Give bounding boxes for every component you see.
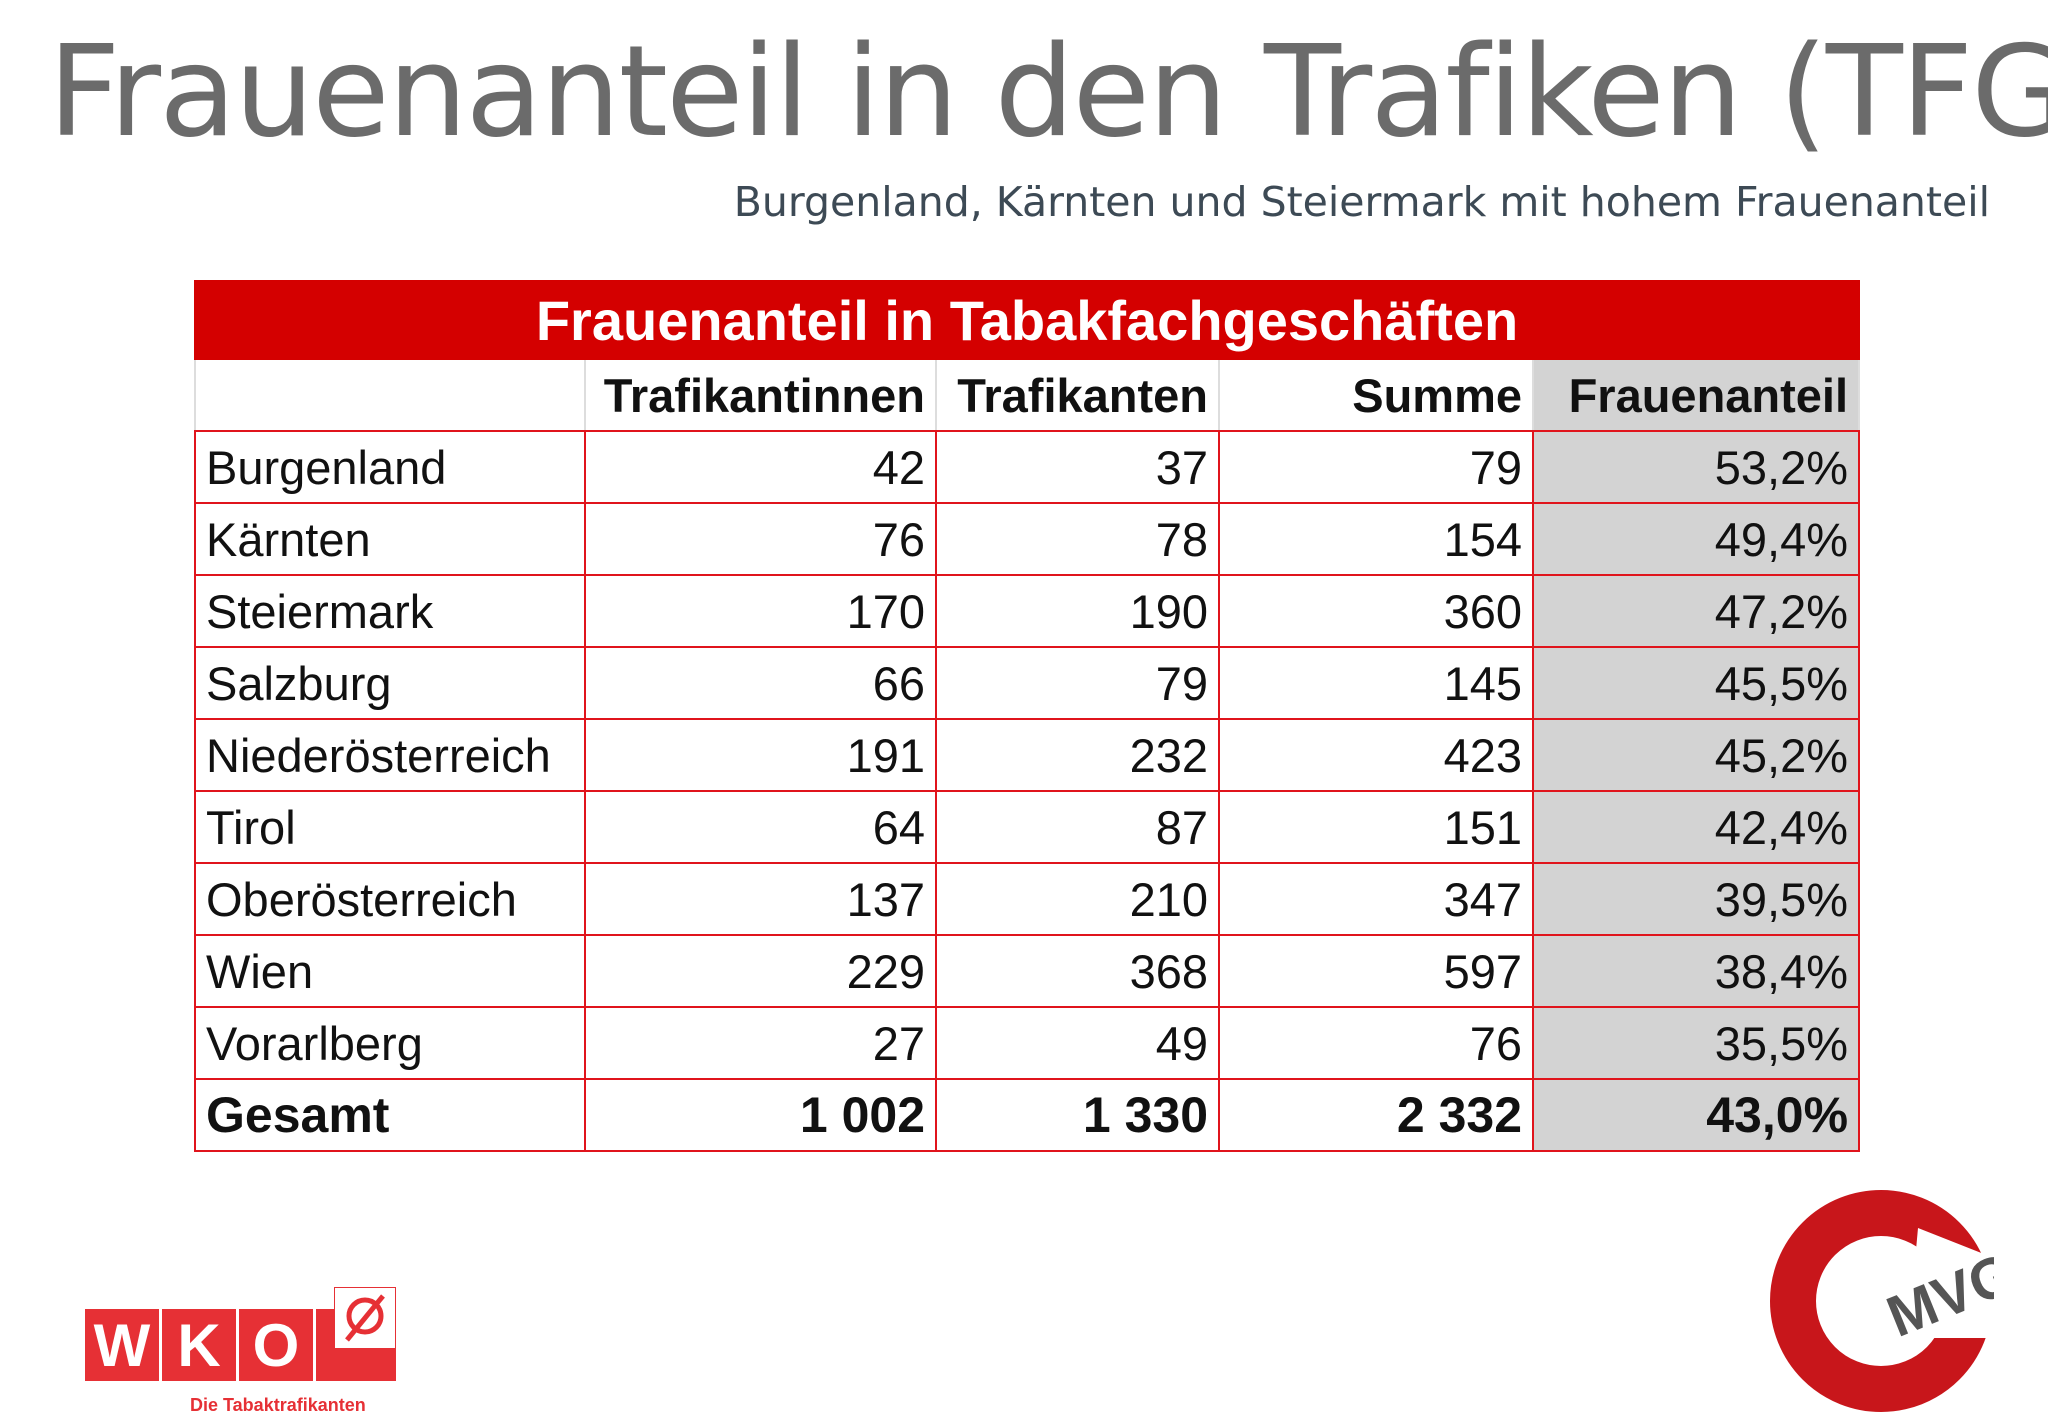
value-cell: 45,2%: [1531, 718, 1861, 792]
value-cell: 229: [584, 934, 937, 1008]
value-cell: 39,5%: [1531, 862, 1861, 936]
value-cell: 35,5%: [1531, 1006, 1861, 1080]
table-row: Salzburg 66 79 145 45,5%: [194, 646, 1861, 720]
value-cell: 145: [1218, 646, 1534, 720]
column-header: Trafikanten: [935, 358, 1220, 432]
value-cell: 170: [584, 574, 937, 648]
wko-letter: W: [85, 1309, 159, 1381]
region-cell: Steiermark: [194, 574, 586, 648]
table-row: Wien 229 368 597 38,4%: [194, 934, 1861, 1008]
value-cell: 78: [935, 502, 1220, 576]
value-cell: 597: [1218, 934, 1534, 1008]
value-cell: 38,4%: [1531, 934, 1861, 1008]
value-cell: 360: [1218, 574, 1534, 648]
value-cell: 53,2%: [1531, 430, 1861, 504]
header-row: Trafikantinnen Trafikanten Summe Frauenante…: [194, 358, 1861, 432]
region-cell: Tirol: [194, 790, 586, 864]
total-row: Gesamt 1 002 1 330 2 332 43,0%: [194, 1078, 1861, 1152]
column-header: Frauenanteil: [1531, 358, 1861, 432]
column-header: [194, 358, 586, 432]
region-cell: Burgenland: [194, 430, 586, 504]
value-cell: 79: [1218, 430, 1534, 504]
value-cell: 137: [584, 862, 937, 936]
value-cell: 154: [1218, 502, 1534, 576]
value-cell: 76: [1218, 1006, 1534, 1080]
region-cell: Kärnten: [194, 502, 586, 576]
value-cell: 42,4%: [1531, 790, 1861, 864]
value-cell: 64: [584, 790, 937, 864]
value-cell: 47,2%: [1531, 574, 1861, 648]
value-cell: 1 002: [584, 1078, 937, 1152]
table-row: Oberösterreich 137 210 347 39,5%: [194, 862, 1861, 936]
region-cell: Oberösterreich: [194, 862, 586, 936]
value-cell: 49,4%: [1531, 502, 1861, 576]
value-cell: 210: [935, 862, 1220, 936]
value-cell: 232: [935, 718, 1220, 792]
table-row: Burgenland 42 37 79 53,2%: [194, 430, 1861, 504]
region-cell: Niederösterreich: [194, 718, 586, 792]
table-row: Kärnten 76 78 154 49,4%: [194, 502, 1861, 576]
table-row: Steiermark 170 190 360 47,2%: [194, 574, 1861, 648]
table-row: Tirol 64 87 151 42,4%: [194, 790, 1861, 864]
value-cell: 190: [935, 574, 1220, 648]
value-cell: 347: [1218, 862, 1534, 936]
value-cell: 423: [1218, 718, 1534, 792]
region-cell: Vorarlberg: [194, 1006, 586, 1080]
wko-letter: O: [239, 1309, 313, 1381]
table-row: Niederösterreich 191 232 423 45,2%: [194, 718, 1861, 792]
value-cell: 43,0%: [1531, 1078, 1861, 1152]
value-cell: 87: [935, 790, 1220, 864]
table-caption: Frauenanteil in Tabakfachgeschäften: [193, 280, 1861, 360]
wko-letter: K: [162, 1309, 236, 1381]
region-cell: Wien: [194, 934, 586, 1008]
column-header: Trafikantinnen: [584, 358, 937, 432]
value-cell: 49: [935, 1006, 1220, 1080]
region-cell: Salzburg: [194, 646, 586, 720]
value-cell: 191: [584, 718, 937, 792]
wko-emblem-icon: [316, 1287, 396, 1381]
value-cell: 79: [935, 646, 1220, 720]
value-cell: 2 332: [1218, 1078, 1534, 1152]
value-cell: 66: [584, 646, 937, 720]
region-cell: Gesamt: [194, 1078, 586, 1152]
table-row: Vorarlberg 27 49 76 35,5%: [194, 1006, 1861, 1080]
value-cell: 45,5%: [1531, 646, 1861, 720]
wko-logo: W K O Die Tabaktrafikanten: [85, 1287, 405, 1415]
value-cell: 1 330: [935, 1078, 1220, 1152]
value-cell: 368: [935, 934, 1220, 1008]
column-header: Summe: [1218, 358, 1534, 432]
page-title: Frauenanteil in den Trafiken (TFG): [48, 18, 2048, 165]
data-table: Frauenanteil in Tabakfachgeschäften Traf…: [193, 280, 1861, 1152]
page-subtitle: Burgenland, Kärnten und Steiermark mit h…: [733, 178, 1990, 226]
value-cell: 151: [1218, 790, 1534, 864]
value-cell: 76: [584, 502, 937, 576]
value-cell: 37: [935, 430, 1220, 504]
wko-label: Die Tabaktrafikanten: [190, 1395, 366, 1415]
value-cell: 27: [584, 1006, 937, 1080]
mvg-logo: MVG: [1770, 1190, 1994, 1412]
value-cell: 42: [584, 430, 937, 504]
